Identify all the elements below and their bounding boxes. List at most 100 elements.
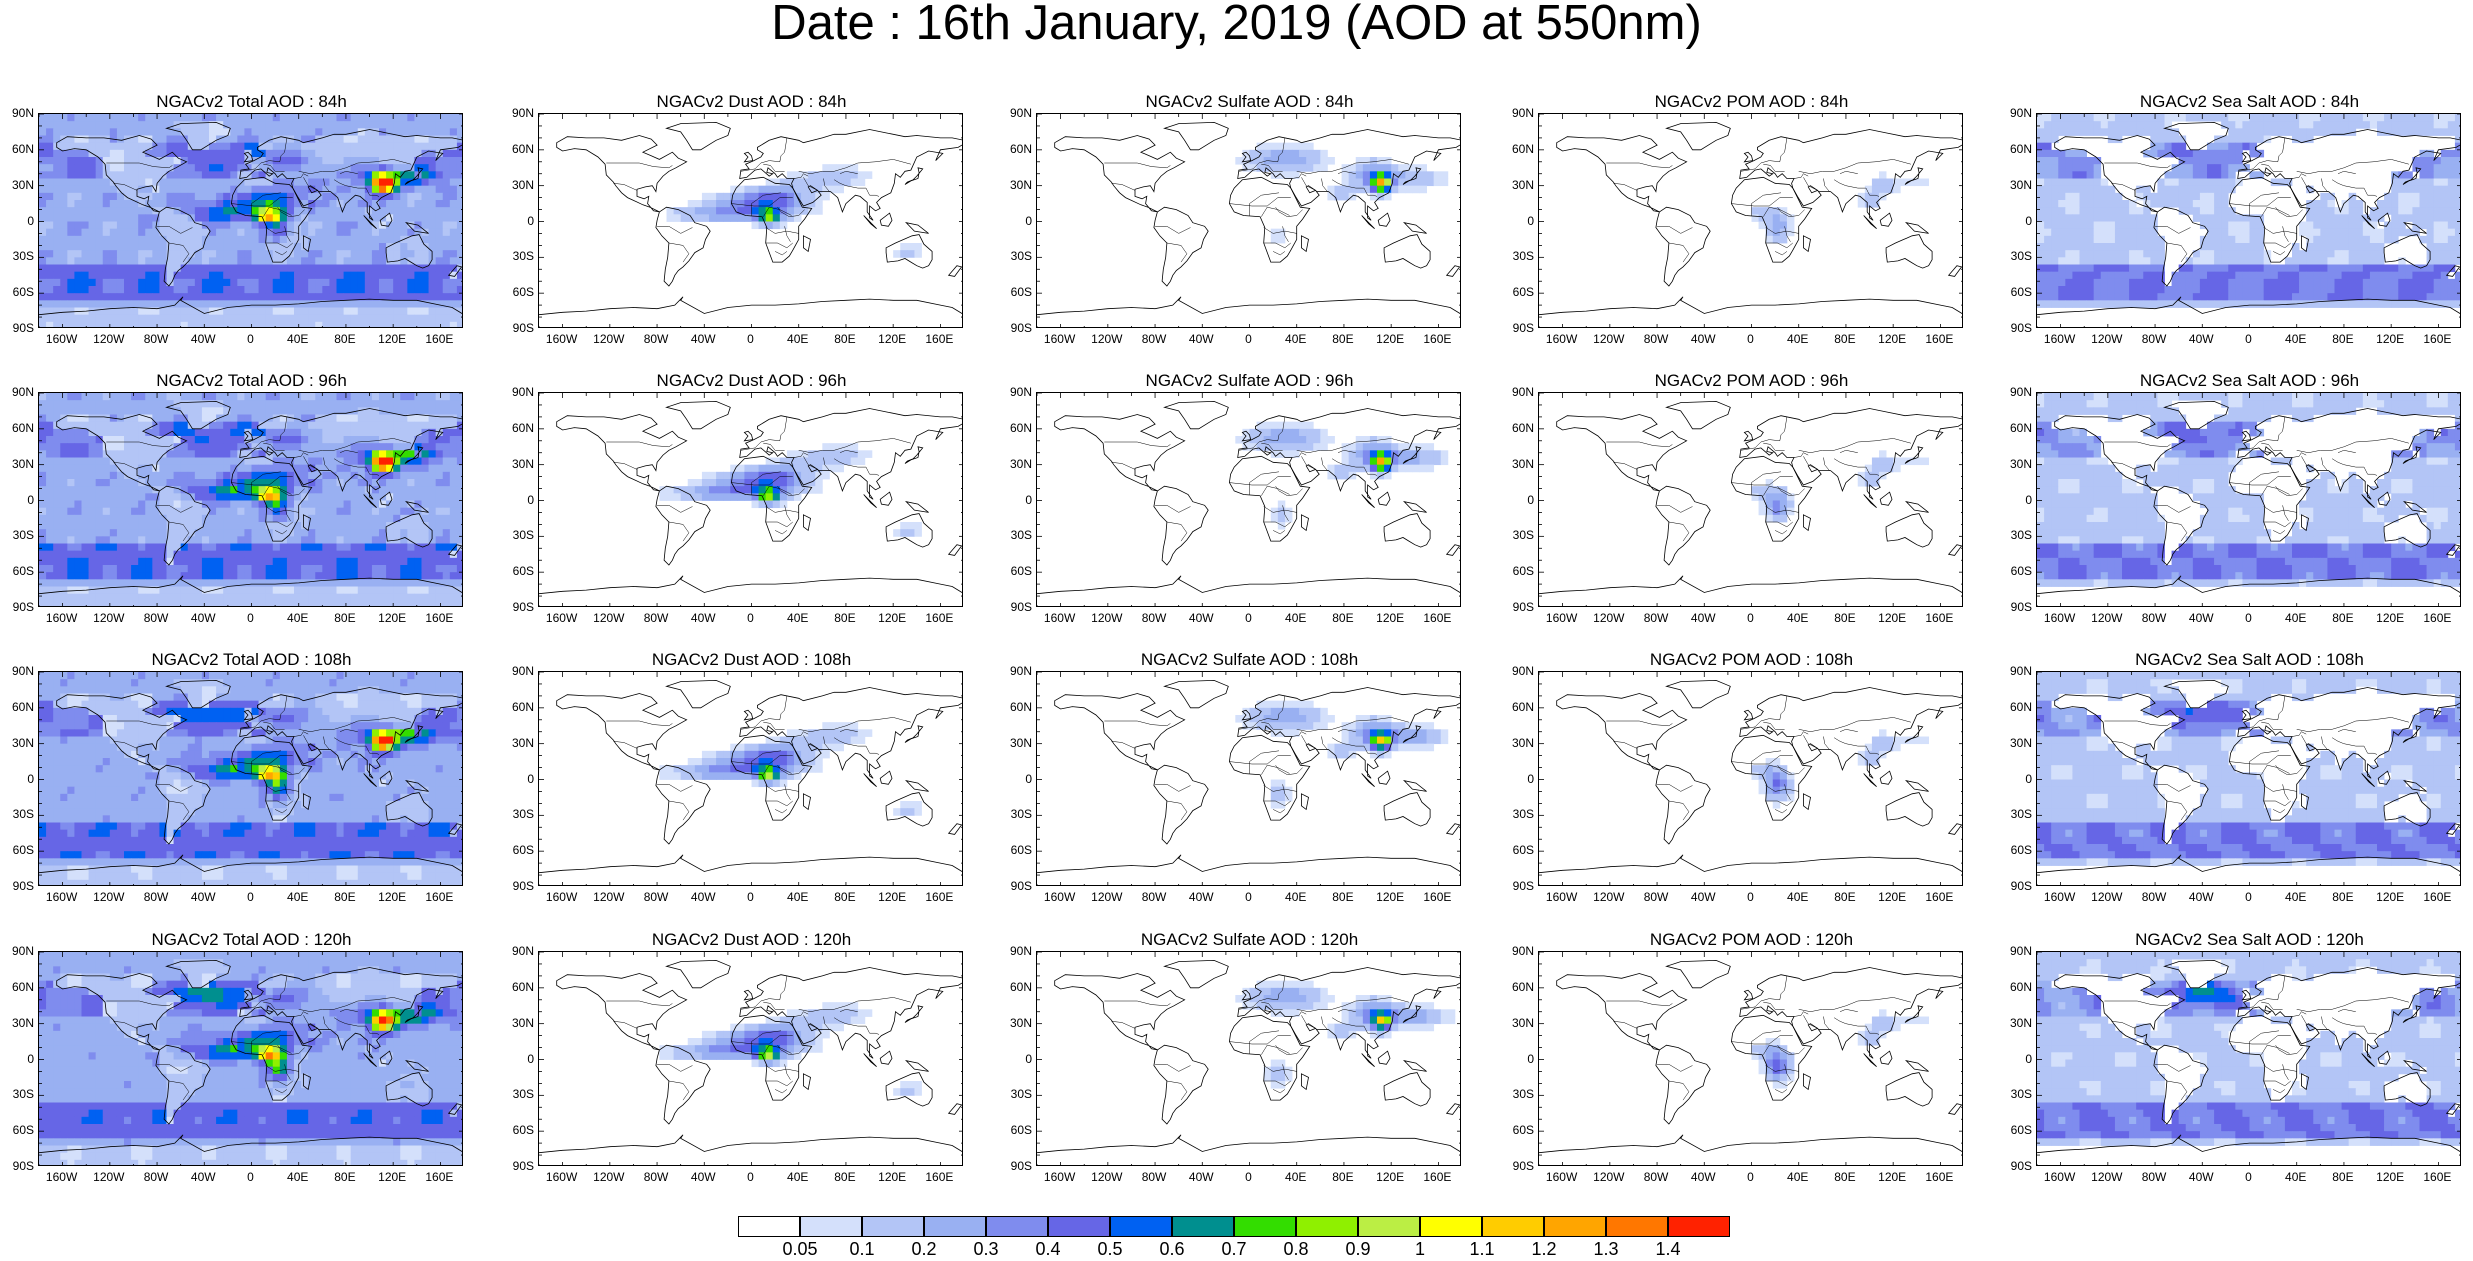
aod-cell [187,428,196,437]
aod-cell [279,121,288,129]
lon-tick-label: 120E [1878,332,1907,346]
aod-cell [2079,293,2087,301]
aod-cell [216,192,224,201]
aod-cell [258,157,267,165]
aod-cell [124,114,132,122]
aod-cell [46,128,54,136]
aod-cell [2079,171,2087,179]
aod-cell [301,321,309,327]
aod-cell [779,221,788,230]
country-border [113,183,138,191]
aod-cell [379,200,387,208]
country-border [2363,187,2378,197]
aod-cell [46,149,54,158]
aod-cell [237,185,245,194]
coastline [405,222,429,234]
aod-cell [209,436,217,444]
aod-cell [2093,300,2102,308]
aod-cell [393,286,401,294]
aod-cell [2214,164,2222,172]
aod-cell [2065,286,2073,294]
aod-cell [2249,171,2257,179]
aod-cell [435,428,444,437]
coastline [1863,215,1877,230]
aod-cell [442,307,451,316]
aod-cell [2221,221,2229,230]
aod-cell [194,464,203,473]
aod-cell [272,407,281,415]
aod-cell [286,214,295,222]
aod-cell [201,114,210,122]
aod-cell [294,257,302,265]
aod-cell [308,278,316,287]
aod-cell [2384,300,2392,308]
aod-cell [414,121,422,129]
country-border [777,207,805,217]
aod-cell [166,214,174,222]
aod-cell [772,185,781,194]
aod-cell [815,200,823,208]
aod-cell [279,207,288,215]
aod-cell [81,142,89,151]
aod-cell [159,164,167,172]
aod-cell [2433,114,2442,122]
aod-cell [414,135,422,144]
aod-cell [2313,128,2321,136]
aod-cell [2348,235,2357,244]
aod-cell [329,507,337,516]
aod-cell [286,243,295,251]
aod-cell [350,257,359,265]
aod-cell [407,414,415,423]
aod-cell [357,457,366,466]
aod-cell [258,243,267,251]
aod-cell [301,450,309,458]
aod-cell [230,493,238,501]
coastline [302,235,311,253]
aod-cell [180,443,189,451]
aod-cell [258,471,267,480]
aod-cell [131,264,139,273]
aod-cell [301,149,309,158]
aod-cell [102,314,111,323]
aod-cell [1779,235,1788,244]
aod-cell [209,243,217,251]
aod-cell [2221,207,2229,215]
aod-cell [81,114,89,122]
aod-cell [286,457,295,466]
aod-cell [67,142,75,151]
aod-cell [95,185,104,194]
aod-cell [187,250,196,258]
aod-cell [315,293,323,301]
country-border [798,159,911,174]
aod-cell [286,464,295,473]
aod-cell [435,164,444,172]
aod-cell [1306,142,1314,151]
antarctic-coastline [1539,296,1962,316]
aod-cell [400,507,408,516]
aod-cell [39,443,47,451]
aod-cell [81,428,89,437]
aod-cell [2426,178,2435,187]
aod-cell [81,464,89,473]
aod-cell [379,307,387,316]
aod-cell [2249,300,2257,308]
aod-cell [194,314,203,323]
aod-cell [2447,235,2456,244]
aod-cell [379,286,387,294]
aod-cell [2426,300,2435,308]
aod-cell [379,257,387,265]
aod-cell [2362,300,2371,308]
aod-cell [2199,271,2208,280]
aod-cell [456,171,462,179]
aod-cell [2221,235,2229,244]
aod-cell [371,114,380,122]
aod-cell [251,407,259,415]
aod-cell [435,500,444,509]
aod-cell [286,314,295,323]
aod-cell [279,135,288,144]
aod-cell [2419,114,2427,122]
aod-cell [386,128,394,136]
aod-cell [1341,178,1350,187]
aod-cell [442,178,451,187]
aod-cell [265,164,274,172]
